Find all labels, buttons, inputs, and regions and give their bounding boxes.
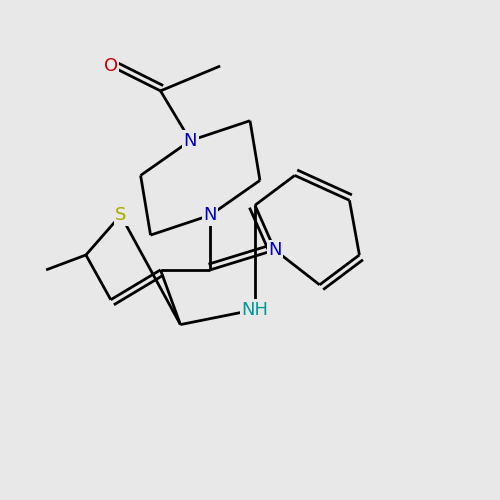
Text: O: O xyxy=(104,57,118,75)
Text: N: N xyxy=(204,206,217,224)
Text: S: S xyxy=(115,206,126,224)
Text: N: N xyxy=(268,241,281,259)
Text: NH: NH xyxy=(242,300,268,318)
Text: N: N xyxy=(184,132,197,150)
